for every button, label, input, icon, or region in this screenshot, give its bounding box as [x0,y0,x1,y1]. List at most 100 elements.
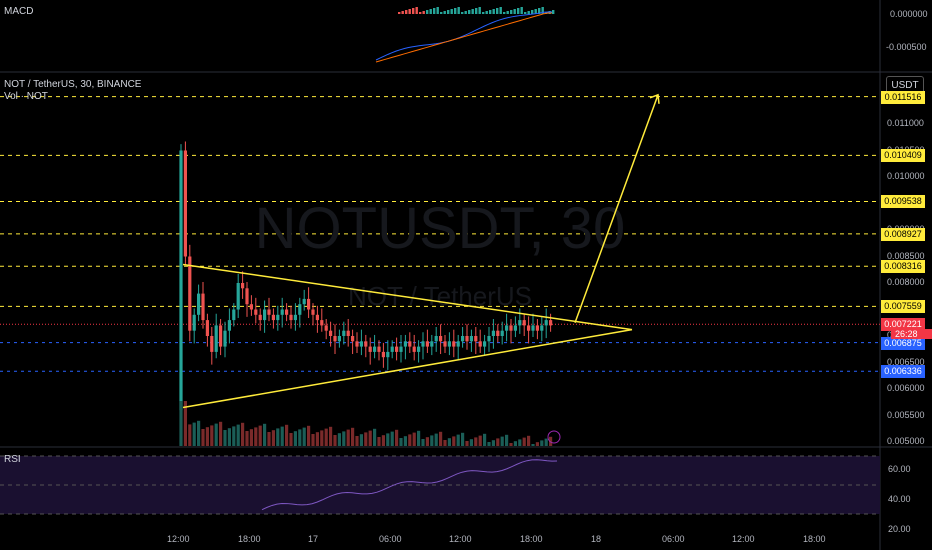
volume-bar [205,427,209,446]
volume-bar [395,429,399,446]
volume-bar [368,430,372,446]
candle [241,283,245,289]
macd-histogram-bar [436,7,439,14]
candle [214,325,218,352]
volume-bar [496,438,500,446]
volume-bar [377,437,381,446]
volume-bar [439,431,443,446]
candle [298,304,302,315]
time-tick-label: 12:00 [449,534,472,544]
volume-bar [214,423,218,446]
volume-bar [408,434,412,446]
candle [342,330,346,336]
volume-bar [254,427,258,446]
candle [219,325,223,347]
candle [197,293,201,315]
candle [267,309,271,315]
candle [518,320,522,326]
alert-icon [547,430,561,444]
volume-bar [192,422,196,446]
macd-histogram-bar [499,7,502,14]
candle [447,341,451,347]
candle [549,320,553,326]
time-tick-label: 12:00 [732,534,755,544]
candle [210,336,214,352]
volume-bar [241,422,245,446]
macd-histogram-bar [492,9,495,14]
candle [205,320,209,336]
macd-histogram-bar [503,12,506,14]
candle [540,325,544,331]
candle [544,320,548,326]
candle [324,325,328,331]
volume-bar [359,434,363,446]
candle [386,351,390,358]
candle [280,309,284,315]
macd-histogram-bar [541,7,544,14]
candle [263,309,267,321]
candle [254,309,258,315]
volume-bar [452,436,456,446]
volume-bar [351,427,355,446]
volume-bar [491,440,495,446]
candle [509,325,513,331]
candle [465,336,469,342]
time-tick-label: 18:00 [238,534,261,544]
volume-bar [183,401,187,446]
macd-line [375,11,552,61]
candle [390,346,394,352]
volume-bar [474,437,478,446]
candle [377,346,381,352]
volume-bar [223,430,227,446]
candle [307,298,311,310]
level-price-badge: 0.008927 [881,227,925,241]
macd-histogram-bar [506,11,509,14]
price-tick-label: 0.008000 [887,277,925,287]
rsi-tick-label: 60.00 [888,464,911,474]
watermark-name: NOT / TetherUS [348,281,532,311]
volume-bar [245,431,249,446]
macd-histogram-bar [552,10,555,14]
volume-bar [289,433,293,446]
candle [403,341,407,347]
candle [421,341,425,347]
candle [333,336,337,342]
candle [315,314,319,321]
candle [452,341,456,347]
price-tick-label: 0.005500 [887,409,925,420]
volume-label[interactable]: Vol · NOT [4,91,48,102]
candle [337,336,341,342]
price-tick-label: 0.011000 [887,118,924,128]
candle [425,341,429,347]
candle [311,309,315,315]
volume-bar [201,429,205,446]
rsi-tick-label: 40.00 [888,494,911,504]
candle [188,256,192,331]
candle [430,341,434,347]
volume-bar [263,423,267,446]
rsi-tick-label: 20.00 [888,524,911,534]
rsi-label[interactable]: RSI [4,454,21,465]
time-tick-label: 18:00 [803,534,826,544]
macd-signal-line [375,12,552,63]
volume-bar [434,433,438,446]
symbol-title[interactable]: NOT / TetherUS, 30, BINANCE [4,79,142,90]
volume-bar [324,428,328,446]
macd-label[interactable]: MACD [4,6,34,17]
candle [192,314,196,331]
macd-histogram-bar [426,10,429,14]
candle [249,304,253,310]
volume-bar [236,424,240,446]
candle [496,330,500,336]
volume-bar [188,424,192,446]
macd-histogram-bar [457,7,460,14]
macd-histogram-bar [520,7,523,14]
candle [179,150,183,411]
macd-histogram-bar [478,7,481,14]
candle [346,330,350,336]
level-price-badge: 0.011516 [881,90,925,104]
macd-histogram-bar [524,12,527,14]
macd-histogram-bar [398,12,401,14]
macd-histogram-bar [496,8,499,14]
